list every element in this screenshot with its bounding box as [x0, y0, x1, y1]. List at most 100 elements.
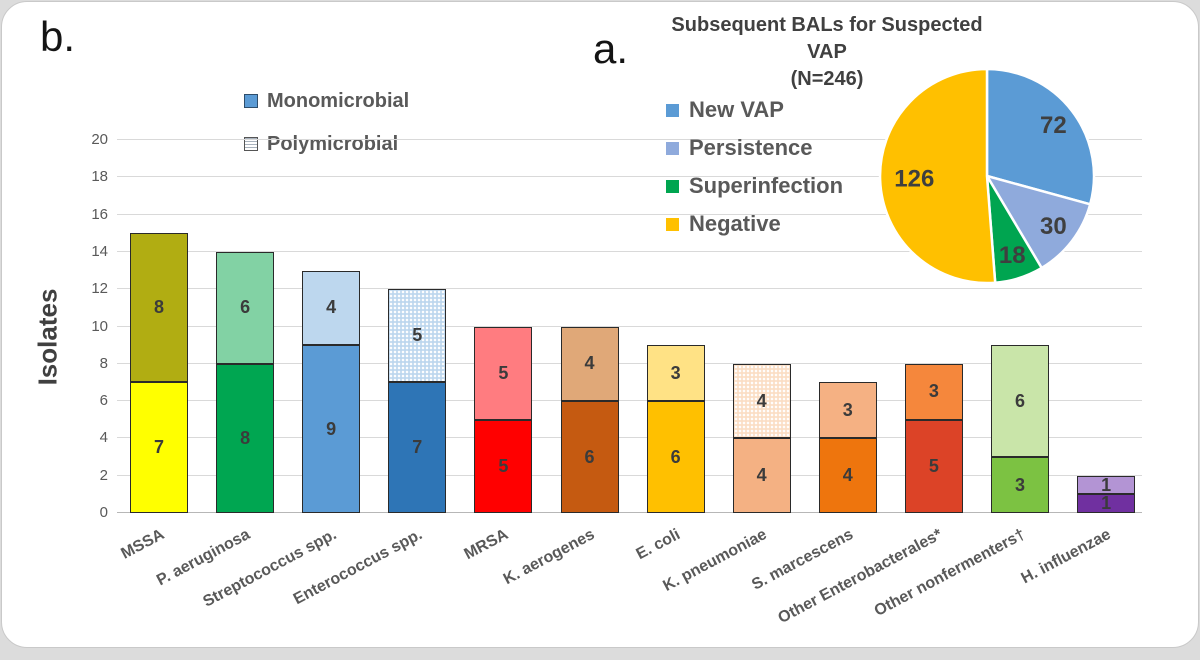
negative-swatch-icon: [666, 217, 679, 231]
bar-value-label: 4: [756, 465, 767, 486]
bar-value-label: 5: [412, 325, 423, 346]
pie-slice-persistence: [985, 174, 1092, 270]
bar-segment-polymicrobial: 1: [1077, 474, 1136, 495]
bar-segment-polymicrobial: 3: [904, 363, 963, 420]
bar-segment-polymicrobial: 8: [130, 233, 188, 383]
superinfection-swatch-icon: [666, 179, 679, 193]
bar-chart-legend: Monomicrobial Polymicrobial: [244, 88, 409, 174]
figure-card: b. a. Monomicrobial Polymicrobial Isolat…: [1, 1, 1199, 648]
polymicrobial-swatch-icon: [244, 137, 258, 151]
bar-value-label: 4: [326, 297, 337, 318]
bar-segment-polymicrobial: 3: [646, 345, 705, 402]
bar-value-label: 1: [1101, 493, 1112, 514]
y-tick-label: 10: [91, 317, 108, 335]
legend-label-negative: Negative: [689, 211, 781, 236]
gridline: [117, 325, 1142, 327]
gridline: [117, 139, 1142, 140]
y-tick-label: 0: [99, 504, 108, 521]
gridline: [117, 437, 1142, 439]
legend-label-monomicrobial: Monomicrobial: [267, 89, 410, 112]
bar-value-label: 7: [412, 437, 423, 458]
pie-title: Subsequent BALs for Suspected VAP: [671, 14, 983, 63]
bar-segment-monomicrobial: 1: [1077, 493, 1136, 514]
x-axis-line: [117, 512, 1142, 513]
legend-row-monomicrobial: Monomicrobial: [244, 88, 409, 114]
legend-label-new-vap: New VAP: [689, 97, 784, 122]
y-tick-label: 8: [99, 354, 108, 372]
legend-row-polymicrobial: Polymicrobial: [244, 131, 409, 157]
bar-segment-monomicrobial: 4: [732, 438, 791, 513]
persistence-swatch-icon: [666, 141, 679, 155]
bar-value-label: 5: [498, 455, 509, 476]
legend-row-negative: Negative: [666, 211, 843, 237]
bar-value-label: 6: [1014, 390, 1025, 411]
pie-chart: 72 30 18 126: [878, 67, 1096, 285]
bar-segment-polymicrobial: 3: [818, 382, 877, 439]
gridline: [117, 400, 1142, 402]
bar-value-label: 9: [326, 418, 337, 439]
bar-value-label: 8: [153, 297, 164, 318]
bar-segment-monomicrobial: 7: [388, 382, 447, 513]
pie-value-label: 18: [999, 242, 1026, 269]
legend-label-polymicrobial: Polymicrobial: [267, 132, 399, 155]
bar-segment-monomicrobial: 3: [991, 457, 1049, 513]
bar-segment-polymicrobial: 6: [991, 345, 1049, 458]
y-axis-title: Isolates: [32, 288, 63, 386]
y-tick-label: 18: [91, 168, 108, 186]
bar-segment-monomicrobial: 6: [560, 401, 619, 513]
pie-slice-negative: [878, 67, 997, 285]
pie-value-label: 126: [894, 165, 934, 192]
x-axis-label-text: H. influenzae: [1018, 526, 1115, 588]
bar-segment-polymicrobial: 4: [560, 326, 619, 402]
monomicrobial-swatch-icon: [244, 94, 258, 108]
bar-segment-monomicrobial: 9: [302, 345, 361, 513]
legend-row-new-vap: New VAP: [666, 97, 843, 123]
pie-legend: New VAP Persistence Superinfection Negat…: [666, 97, 843, 249]
pie-value-label: 30: [1040, 213, 1067, 240]
legend-label-superinfection: Superinfection: [689, 173, 844, 198]
bar-value-label: 1: [1101, 474, 1112, 495]
bar-segment-monomicrobial: 8: [216, 363, 275, 513]
bar-value-label: 3: [1014, 474, 1025, 495]
y-tick-label: 6: [99, 392, 108, 410]
y-tick-label: 12: [91, 280, 108, 298]
bar-segment-polymicrobial: 4: [732, 363, 791, 439]
bar-value-label: 5: [928, 455, 939, 476]
bar-value-label: 6: [670, 446, 681, 467]
legend-label-persistence: Persistence: [689, 135, 813, 160]
bar-segment-monomicrobial: 5: [474, 419, 533, 513]
legend-row-persistence: Persistence: [666, 135, 843, 161]
gridline: [117, 250, 1142, 252]
pie-subtitle: (N=246): [790, 68, 864, 90]
y-tick-label: 20: [91, 131, 108, 148]
bar-segment-polymicrobial: 4: [302, 270, 361, 346]
gridline: [117, 474, 1142, 476]
pie-value-label: 72: [1040, 112, 1067, 139]
pie-slice-new-vap: [985, 67, 1096, 206]
bar-value-label: 5: [498, 362, 509, 383]
gridline: [117, 176, 1142, 178]
bar-value-label: 8: [240, 427, 251, 448]
gridline: [117, 362, 1142, 364]
bar-value-label: 3: [928, 381, 939, 402]
bar-value-label: 3: [670, 362, 681, 383]
bar-value-label: 6: [240, 297, 251, 318]
bar-segment-monomicrobial: 4: [818, 438, 877, 513]
bar-segment-monomicrobial: 6: [646, 401, 705, 513]
pie-title-block: Subsequent BALs for Suspected VAP (N=246…: [652, 12, 1002, 93]
gridline: [117, 213, 1142, 215]
bar-value-label: 3: [842, 399, 853, 420]
y-tick-label: 2: [99, 466, 108, 484]
bar-value-label: 4: [842, 465, 853, 486]
y-tick-label: 14: [91, 242, 108, 260]
y-tick-label: 16: [91, 205, 108, 223]
bar-value-label: 4: [756, 390, 767, 411]
bar-segment-monomicrobial: 7: [130, 382, 188, 513]
new-vap-swatch-icon: [666, 103, 679, 117]
bar-segment-polymicrobial: 6: [216, 251, 275, 364]
gridline: [117, 288, 1142, 290]
panel-a-letter: a.: [593, 25, 629, 72]
panel-b-letter: b.: [40, 13, 76, 60]
bar-value-label: 6: [584, 446, 595, 467]
